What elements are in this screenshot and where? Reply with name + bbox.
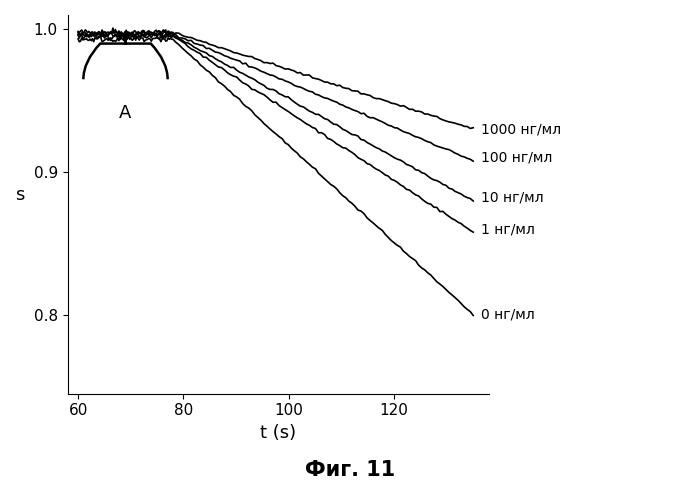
X-axis label: t (s): t (s) xyxy=(260,424,296,442)
Text: Фиг. 11: Фиг. 11 xyxy=(305,460,395,480)
Text: 1 нг/мл: 1 нг/мл xyxy=(481,222,535,236)
Text: 0 нг/мл: 0 нг/мл xyxy=(481,308,535,322)
Text: 100 нг/мл: 100 нг/мл xyxy=(481,151,552,165)
Text: 1000 нг/мл: 1000 нг/мл xyxy=(481,122,561,136)
Text: A: A xyxy=(119,104,132,122)
Text: 10 нг/мл: 10 нг/мл xyxy=(481,191,544,205)
Y-axis label: s: s xyxy=(15,186,24,204)
